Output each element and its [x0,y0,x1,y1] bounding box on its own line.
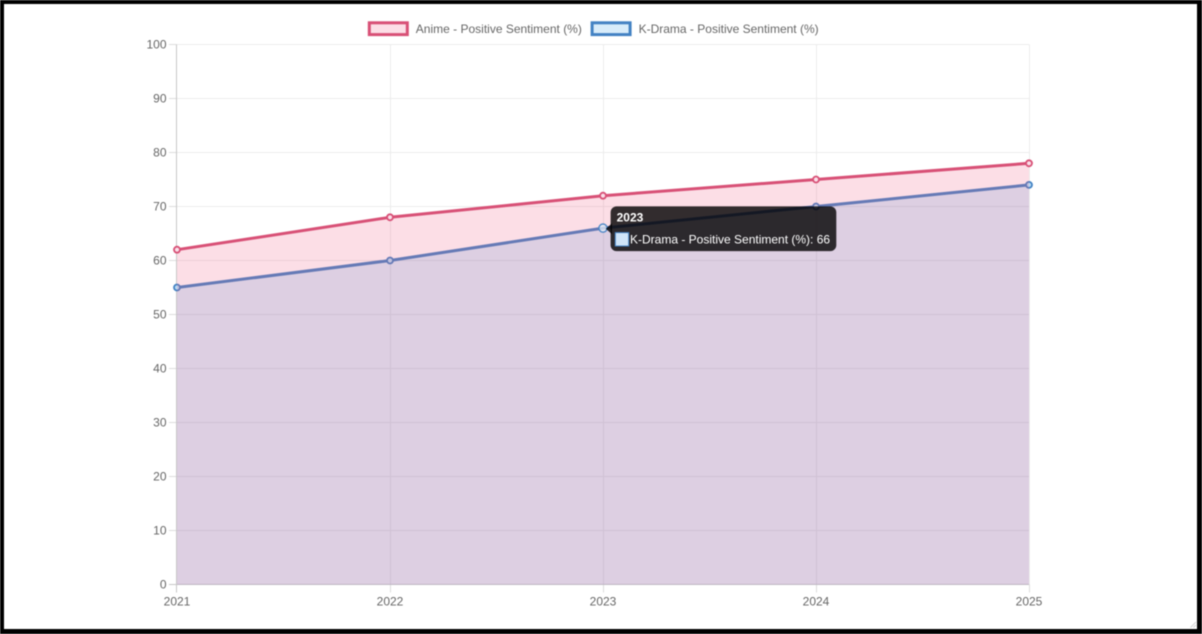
svg-text:2022: 2022 [377,594,404,608]
svg-text:K-Drama - Positive Sentiment (: K-Drama - Positive Sentiment (%) [639,22,819,36]
svg-text:10: 10 [153,524,167,538]
svg-text:20: 20 [153,470,167,484]
svg-text:50: 50 [153,308,167,322]
svg-text:90: 90 [153,92,167,106]
svg-text:2023: 2023 [590,594,617,608]
svg-text:2024: 2024 [803,594,830,608]
svg-text:2023: 2023 [617,211,644,225]
svg-text:70: 70 [153,200,167,214]
svg-text:30: 30 [153,416,167,430]
svg-text:100: 100 [146,38,166,52]
svg-text:80: 80 [153,146,167,160]
svg-text:2025: 2025 [1016,594,1043,608]
svg-text:40: 40 [153,362,167,376]
svg-text:K-Drama - Positive Sentiment (: K-Drama - Positive Sentiment (%): 66 [630,232,830,246]
svg-text:2021: 2021 [164,594,191,608]
svg-text:60: 60 [153,254,167,268]
svg-text:Anime - Positive Sentiment (%): Anime - Positive Sentiment (%) [416,22,582,36]
svg-text:0: 0 [160,578,167,592]
